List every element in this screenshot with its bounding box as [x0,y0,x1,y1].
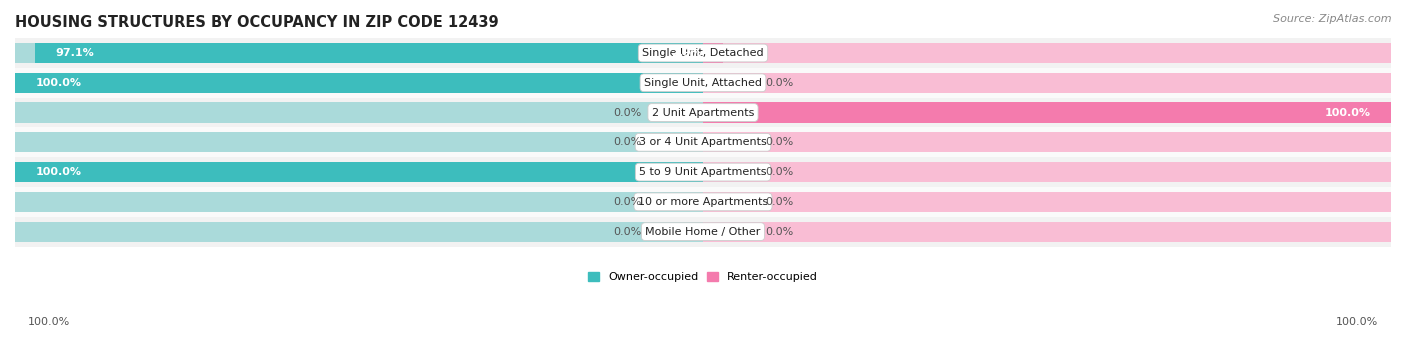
Bar [15,43,703,63]
Text: 0.0%: 0.0% [765,167,793,177]
Text: HOUSING STRUCTURES BY OCCUPANCY IN ZIP CODE 12439: HOUSING STRUCTURES BY OCCUPANCY IN ZIP C… [15,15,499,30]
Text: 100.0%: 100.0% [28,317,70,327]
Bar [15,192,703,212]
Bar [15,102,703,123]
Bar [15,157,1391,187]
Bar [703,102,1391,123]
Bar [15,68,1391,98]
Text: 100.0%: 100.0% [1324,107,1371,118]
Bar [15,132,703,152]
Bar [35,43,703,63]
Text: 100.0%: 100.0% [35,78,82,88]
Text: 0.0%: 0.0% [765,137,793,147]
Bar [703,162,1391,182]
Bar [703,132,1391,152]
Bar [703,73,1391,93]
Bar [703,102,1391,123]
Text: Mobile Home / Other: Mobile Home / Other [645,227,761,237]
Text: 5 to 9 Unit Apartments: 5 to 9 Unit Apartments [640,167,766,177]
Bar [15,162,703,182]
Bar [15,128,1391,157]
Text: 0.0%: 0.0% [765,197,793,207]
Bar [703,222,1391,242]
Text: 100.0%: 100.0% [35,167,82,177]
Text: 100.0%: 100.0% [1336,317,1378,327]
Text: 97.1%: 97.1% [56,48,94,58]
Bar [15,98,1391,128]
Text: 2.9%: 2.9% [671,48,703,58]
Text: 0.0%: 0.0% [765,78,793,88]
Text: 3 or 4 Unit Apartments: 3 or 4 Unit Apartments [640,137,766,147]
Text: Source: ZipAtlas.com: Source: ZipAtlas.com [1274,14,1392,24]
Bar [15,187,1391,217]
Bar [15,38,1391,68]
Text: 10 or more Apartments: 10 or more Apartments [638,197,768,207]
Text: 0.0%: 0.0% [613,197,641,207]
Bar [15,162,703,182]
Bar [15,222,703,242]
Text: 0.0%: 0.0% [613,107,641,118]
Text: Single Unit, Detached: Single Unit, Detached [643,48,763,58]
Bar [703,192,1391,212]
Bar [15,73,703,93]
Bar [703,43,723,63]
Text: 2 Unit Apartments: 2 Unit Apartments [652,107,754,118]
Text: 0.0%: 0.0% [613,137,641,147]
Text: Single Unit, Attached: Single Unit, Attached [644,78,762,88]
Legend: Owner-occupied, Renter-occupied: Owner-occupied, Renter-occupied [583,267,823,287]
Text: 0.0%: 0.0% [765,227,793,237]
Bar [703,43,1391,63]
Bar [15,217,1391,247]
Bar [15,73,703,93]
Text: 0.0%: 0.0% [613,227,641,237]
